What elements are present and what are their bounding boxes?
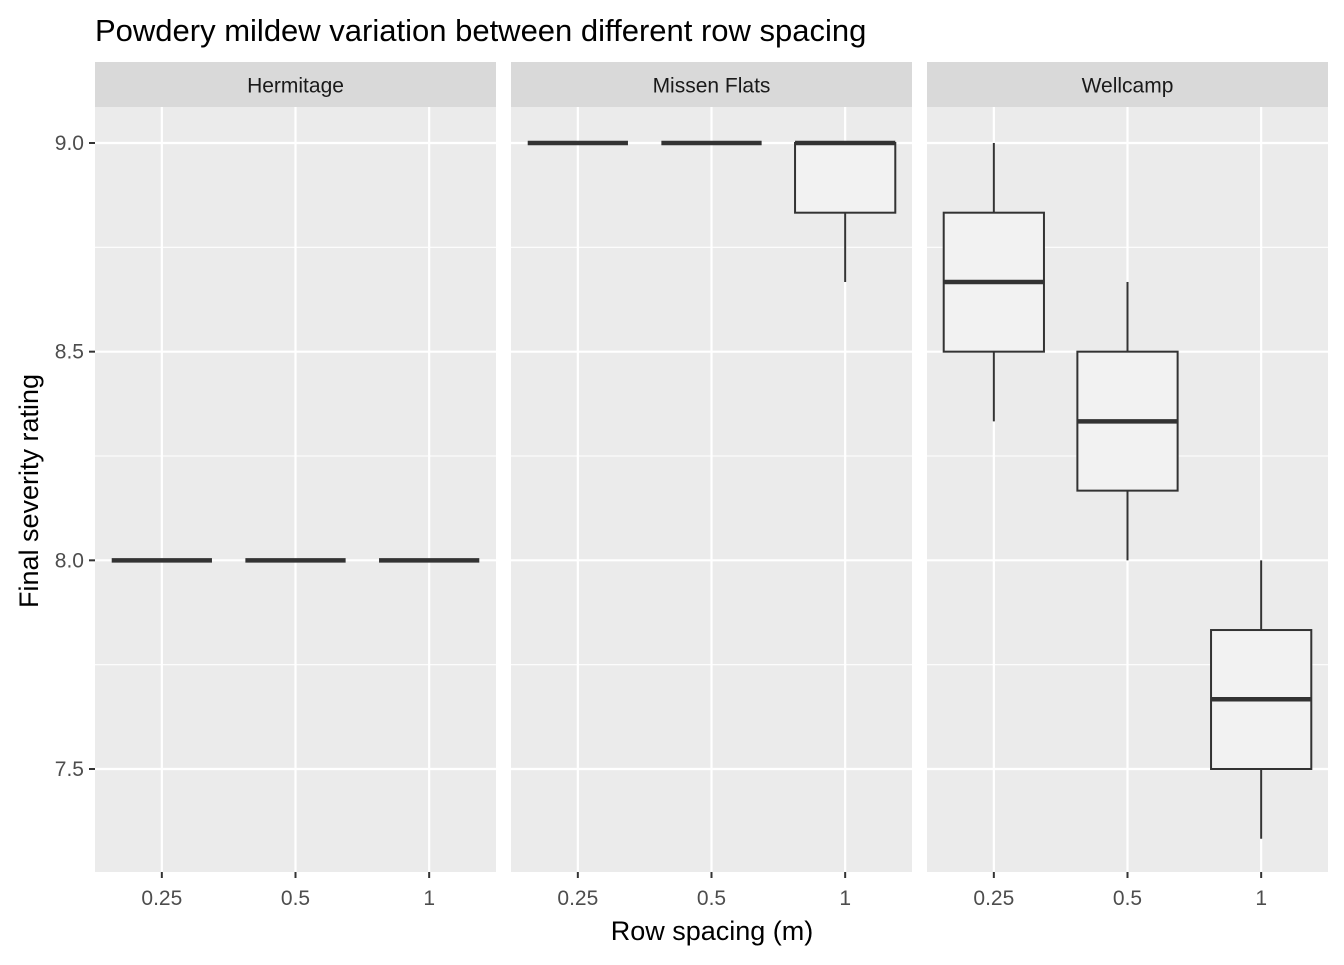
facet-panel: Missen Flats 0.25 0.5 1 xyxy=(511,62,912,910)
facet-strip-label: Wellcamp xyxy=(1082,75,1174,98)
y-tick-label: 8.0 xyxy=(55,549,84,572)
x-tick-label: 0.25 xyxy=(141,887,182,910)
x-tick-label: 1 xyxy=(423,887,435,910)
facet-panel: Wellcamp 0.25 0.5 1 xyxy=(927,62,1328,910)
y-tick-label: 8.5 xyxy=(55,341,84,364)
x-tick-label: 1 xyxy=(1255,887,1267,910)
y-tick-label: 7.5 xyxy=(55,758,84,781)
x-tick-label: 0.25 xyxy=(557,887,598,910)
y-axis: 7.5 8.0 8.5 9.0 xyxy=(55,132,95,781)
box-0.5 xyxy=(1076,281,1179,561)
y-tick-label: 9.0 xyxy=(55,132,84,155)
box-iqr xyxy=(794,142,897,214)
chart-title: Powdery mildew variation between differe… xyxy=(95,13,866,48)
x-tick-label: 0.5 xyxy=(697,887,726,910)
x-tick-label: 0.5 xyxy=(1113,887,1142,910)
box-0.25 xyxy=(942,143,1045,422)
x-tick-label: 0.25 xyxy=(973,887,1014,910)
y-axis-label: Final severity rating xyxy=(14,374,44,608)
x-tick-label: 1 xyxy=(839,887,851,910)
x-tick-label: 0.5 xyxy=(281,887,310,910)
facet-panel: Hermitage 0.25 0.5 1 xyxy=(95,62,496,910)
facet-strip xyxy=(511,62,912,107)
facet-strip xyxy=(927,62,1328,107)
facet-strip-label: Missen Flats xyxy=(653,75,771,98)
facet-strip-label: Hermitage xyxy=(247,75,344,98)
facet-strip xyxy=(95,62,496,107)
x-axis-label: Row spacing (m) xyxy=(611,916,814,946)
box-1 xyxy=(794,140,897,282)
box-1 xyxy=(1210,560,1313,839)
